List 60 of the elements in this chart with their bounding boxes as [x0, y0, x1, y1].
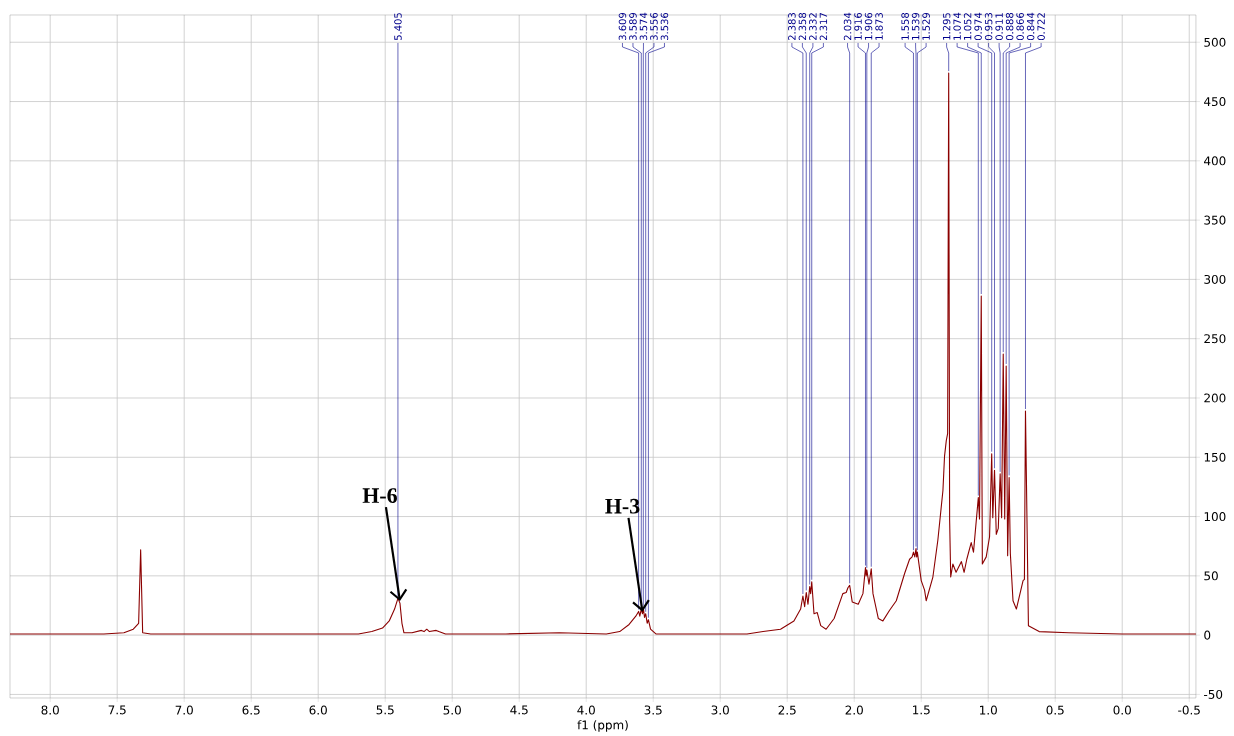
y-tick-label: 450 — [1204, 97, 1226, 107]
annotation: 0.844 — [1026, 12, 1035, 41]
y-tick-label: 100 — [1204, 512, 1226, 522]
x-tick-label: 5.0 — [443, 705, 461, 715]
annotation: 1.052 — [963, 13, 972, 40]
x-tick-label: 6.0 — [309, 705, 327, 715]
annotation: 3.609 — [618, 12, 627, 41]
y-tick-label: 50 — [1204, 571, 1218, 581]
x-tick-label: 4.5 — [510, 705, 528, 715]
y-tick-label: 200 — [1204, 393, 1226, 403]
x-tick-label: 3.0 — [711, 705, 729, 715]
x-tick-label: 1.0 — [980, 705, 997, 715]
x-tick-label: 2.0 — [845, 705, 863, 715]
x-tick-label: 0.0 — [1113, 705, 1131, 715]
x-tick-label: 0.5 — [1046, 705, 1064, 715]
annotation: 1.916 — [854, 12, 862, 40]
annotation: 3.589 — [629, 12, 637, 41]
x-tick-label: 2.5 — [778, 705, 796, 715]
annotation: 2.383 — [788, 13, 796, 41]
annotation: 0.888 — [1005, 12, 1014, 41]
annotation: 0.974 — [974, 12, 982, 41]
annotation: 3.556 — [650, 12, 658, 41]
annotation: 1.906 — [864, 12, 873, 40]
annotation: 2.332 — [809, 13, 817, 41]
annotation: 2.034 — [843, 12, 852, 41]
x-tick-label: -0.5 — [1178, 705, 1200, 715]
annotation: 1.558 — [901, 12, 909, 40]
x-tick-label: 3.5 — [644, 705, 662, 715]
annotation: 2.317 — [819, 13, 828, 41]
x-tick-label: 6.5 — [242, 705, 260, 715]
annotation: 3.536 — [660, 12, 669, 41]
x-tick-label: 4.0 — [577, 705, 595, 715]
annotation: 5.405 — [394, 13, 402, 41]
y-tick-label: 400 — [1204, 156, 1226, 166]
annotation: 3.574 — [639, 12, 648, 41]
annotation: 1.539 — [911, 12, 920, 40]
annotation: 0.953 — [984, 13, 993, 41]
y-tick-label: 300 — [1204, 274, 1226, 284]
x-tick-label: 8.0 — [41, 705, 59, 715]
annotation: 1.529 — [922, 12, 930, 40]
x-tick-label: 7.0 — [175, 705, 193, 715]
y-tick-label: 350 — [1204, 215, 1226, 225]
annotation: 2.358 — [798, 12, 807, 41]
annotation: 0.866 — [1016, 12, 1024, 41]
annotation: 0.722 — [1037, 13, 1045, 41]
x-axis-title: f1 (ppm) — [577, 720, 628, 732]
y-tick-label: 500 — [1204, 37, 1226, 47]
annotation: H-6 — [362, 488, 397, 503]
annotation: 1.295 — [942, 13, 951, 40]
annotation: 0.911 — [995, 13, 1003, 41]
y-tick-label: 250 — [1204, 334, 1226, 344]
y-tick-label: 150 — [1204, 452, 1226, 462]
annotation: 1.873 — [875, 13, 883, 40]
y-tick-label: -50 — [1204, 689, 1223, 699]
x-tick-label: 1.5 — [913, 705, 930, 715]
x-tick-label: 7.5 — [108, 705, 126, 715]
x-tick-label: 5.5 — [376, 705, 394, 715]
y-tick-label: 0 — [1204, 630, 1211, 640]
annotation: 1.074 — [953, 12, 961, 40]
annotation: H-3 — [605, 498, 640, 514]
